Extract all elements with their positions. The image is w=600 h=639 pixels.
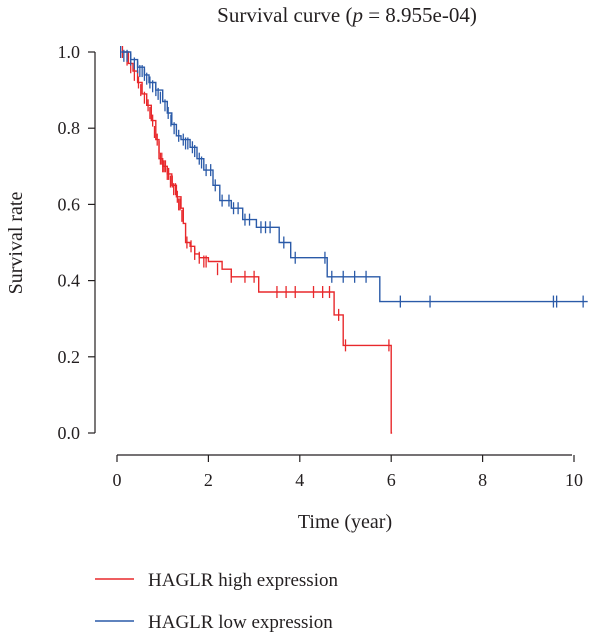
x-tick-label: 8 [478,470,487,490]
survival-curve-line [121,51,393,434]
legend-label: HAGLR high expression [148,570,338,591]
series-low-expression [120,46,588,308]
y-tick-label: 0.0 [58,423,81,443]
legend-label: HAGLR low expression [148,612,333,633]
survival-curve-line [121,51,588,303]
y-tick-label: 0.4 [58,271,81,291]
x-tick-label: 10 [565,470,583,490]
survival-curves [120,46,588,434]
x-tick-label: 6 [387,470,396,490]
chart-title-suffix: = 8.955e-04) [363,3,477,27]
y-tick-label: 0.8 [58,118,81,138]
y-axis-ticks: 0.0 0.2 0.4 0.6 0.8 1.0 [58,42,95,443]
y-tick-label: 1.0 [58,42,81,62]
x-tick-label: 0 [113,470,122,490]
x-tick-label: 2 [204,470,213,490]
x-axis-ticks: 0 2 4 6 8 10 [113,455,583,490]
x-tick-label: 4 [295,470,304,490]
y-tick-label: 0.6 [58,194,81,214]
chart-title-p: p [350,3,363,27]
chart-title: Survival curve (p = 8.955e-04) [217,3,477,27]
y-axis-label: Survival rate [5,192,27,295]
chart-title-prefix: Survival curve ( [217,3,352,27]
x-axis-label: Time (year) [298,511,392,533]
legend: HAGLR high expression HAGLR low expressio… [95,570,338,633]
series-high-expression [121,46,393,434]
y-tick-label: 0.2 [58,347,81,367]
